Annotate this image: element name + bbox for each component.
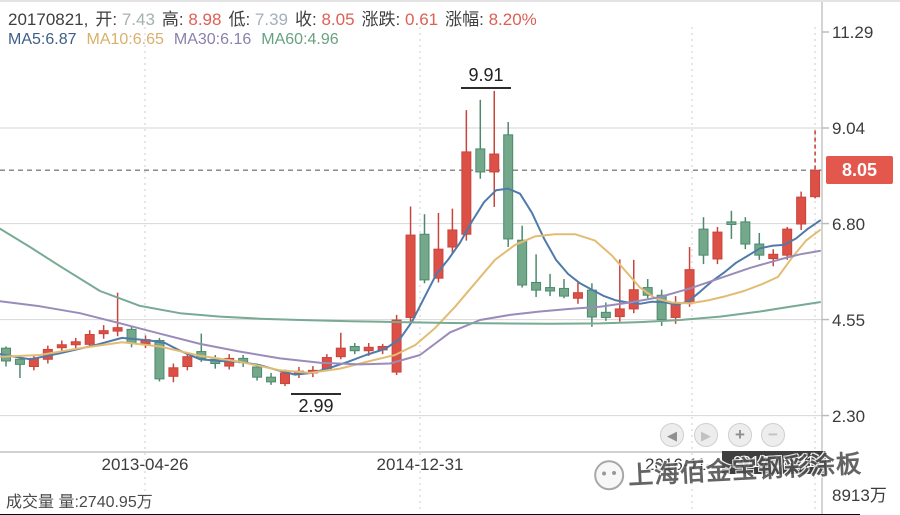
quote-field-label: 低:: [228, 10, 255, 29]
candle-body[interactable]: [84, 334, 95, 345]
candle-body[interactable]: [98, 330, 109, 335]
ma-legend-item: MA10:6.65: [86, 31, 164, 48]
quote-field-value: 7.43: [121, 10, 155, 29]
high-annotation: 9.91: [461, 65, 511, 89]
y-axis-label-9-04: 9.04: [832, 119, 866, 138]
candle-body[interactable]: [56, 344, 67, 349]
pan-right-button[interactable]: ▶: [694, 423, 718, 447]
zoom-out-button[interactable]: −: [761, 423, 785, 447]
candle-body[interactable]: [112, 327, 123, 332]
quote-field-label: 涨跌:: [361, 10, 406, 29]
candle-body[interactable]: [559, 287, 569, 297]
quote-values: 开: 7.43 高: 8.98 低: 7.39 收: 8.05 涨跌: 0.61 涨幅: …: [95, 10, 543, 29]
ma-legend-item: MA5:6.87: [8, 31, 77, 48]
candle-body[interactable]: [810, 169, 821, 198]
ma30-line: [0, 249, 821, 366]
candle-body[interactable]: [14, 358, 25, 365]
candle-body[interactable]: [768, 253, 779, 260]
candle-body[interactable]: [545, 287, 556, 292]
y-axis-label-2-30: 2.30: [832, 407, 866, 426]
quote-field-value: 8.20%: [488, 10, 537, 29]
candle-body[interactable]: [503, 134, 514, 240]
candle-body[interactable]: [572, 292, 583, 299]
current-date-badge: 2017-08-21: [722, 451, 826, 474]
candle-body[interactable]: [447, 229, 458, 248]
candle-body[interactable]: [405, 234, 416, 318]
candle-body[interactable]: [182, 356, 193, 368]
candle-body[interactable]: [419, 233, 430, 281]
y-axis-label-4-55: 4.55: [832, 311, 866, 330]
candle-body[interactable]: [517, 239, 528, 286]
candle-body[interactable]: [698, 228, 709, 256]
x-axis-date-2013: 2013-04-26: [101, 455, 189, 474]
candle-body[interactable]: [475, 148, 486, 173]
candle-body[interactable]: [614, 308, 625, 318]
current-price-badge: 8.05: [826, 156, 893, 184]
candle-body[interactable]: [796, 196, 807, 225]
ma-legend-row: MA5:6.87 MA10:6.65 MA30:6.16 MA60:4.96: [8, 31, 349, 49]
candle-body[interactable]: [628, 289, 639, 310]
quote-field-value: 7.39: [254, 10, 289, 29]
ma10-line: [0, 229, 821, 374]
candle-body[interactable]: [154, 339, 165, 380]
candle-body[interactable]: [461, 151, 472, 235]
quote-field-label: 收:: [295, 10, 322, 29]
quote-header-row: 20170821, 开: 7.43 高: 8.98 低: 7.39 收: 8.05 涨跌:…: [8, 5, 544, 30]
x-axis-date-2016: 2016-11-: [645, 455, 712, 474]
candle-body[interactable]: [740, 221, 751, 245]
x-axis-date-2014: 2014-12-31: [376, 455, 464, 474]
quote-field-label: 开:: [95, 10, 122, 29]
candle-body[interactable]: [168, 367, 179, 377]
volume-label: 成交量 量:2740.95万: [6, 494, 153, 511]
candle-body[interactable]: [489, 153, 500, 173]
ma-legend-item: MA60:4.96: [261, 31, 339, 48]
candle-body[interactable]: [252, 366, 263, 378]
quote-field-label: 涨幅:: [445, 10, 489, 29]
candle-body[interactable]: [531, 281, 542, 291]
y-axis-label-6-80: 6.80: [832, 215, 866, 234]
candle-body[interactable]: [433, 248, 444, 279]
candle-body[interactable]: [266, 376, 277, 383]
ma-legend-item: MA30:6.16: [173, 31, 252, 48]
candle-body[interactable]: [586, 289, 597, 318]
candle-body[interactable]: [600, 311, 611, 318]
candle-body[interactable]: [280, 372, 290, 385]
candle-body[interactable]: [70, 341, 81, 346]
candle-body[interactable]: [670, 303, 681, 318]
volume-scale-label: 8913万: [832, 486, 887, 505]
candle-body[interactable]: [391, 319, 402, 373]
quote-field-value: 0.61: [405, 10, 439, 29]
pan-left-button[interactable]: ◀: [660, 423, 684, 447]
candle-body[interactable]: [335, 347, 346, 358]
quote-field-label: 高:: [161, 10, 189, 29]
quote-date: 20170821,: [8, 10, 89, 29]
y-axis-label-11-29: 11.29: [832, 23, 874, 42]
candle-body[interactable]: [126, 328, 137, 344]
candle-body[interactable]: [656, 294, 667, 321]
candle-body[interactable]: [349, 345, 360, 352]
quote-field-value: 8.05: [321, 10, 355, 29]
low-annotation: 2.99: [291, 393, 341, 417]
zoom-in-button[interactable]: +: [728, 423, 752, 447]
candle-body[interactable]: [726, 221, 737, 225]
quote-field-value: 8.98: [188, 10, 222, 29]
ma60-line: [0, 227, 821, 325]
candle-body[interactable]: [363, 346, 374, 352]
candle-body[interactable]: [712, 231, 723, 260]
candle-body[interactable]: [642, 287, 653, 296]
